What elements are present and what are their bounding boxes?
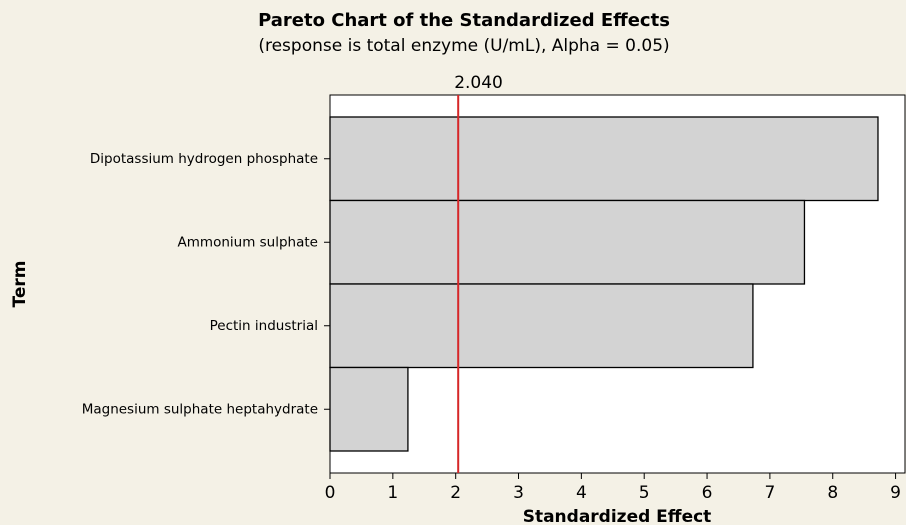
- x-tick-label: 9: [890, 483, 901, 503]
- bar: [329, 366, 409, 452]
- bar: [329, 283, 754, 369]
- x-tick-label: 4: [576, 483, 587, 503]
- y-axis-label: Term: [10, 261, 30, 308]
- x-tick-label: 7: [764, 483, 775, 503]
- bar: [329, 116, 879, 202]
- y-tick-label: Ammonium sulphate: [178, 234, 318, 250]
- x-tick-label: 3: [513, 483, 524, 503]
- x-axis-label: Standardized Effect: [523, 507, 712, 525]
- x-tick-label: 5: [639, 483, 650, 503]
- bar: [329, 199, 806, 285]
- x-tick-label: 8: [827, 483, 838, 503]
- y-tick-label: Dipotassium hydrogen phosphate: [90, 151, 318, 167]
- x-tick-label: 0: [325, 483, 336, 503]
- x-tick-label: 2: [450, 483, 461, 503]
- chart-subtitle: (response is total enzyme (U/mL), Alpha …: [258, 36, 669, 56]
- chart-title: Pareto Chart of the Standardized Effects: [258, 10, 670, 31]
- y-tick-label: Magnesium sulphate heptahydrate: [82, 401, 318, 417]
- reference-label: 2.040: [454, 73, 503, 93]
- y-tick-label: Pectin industrial: [210, 318, 318, 334]
- x-tick-label: 6: [702, 483, 713, 503]
- x-tick-label: 1: [387, 483, 398, 503]
